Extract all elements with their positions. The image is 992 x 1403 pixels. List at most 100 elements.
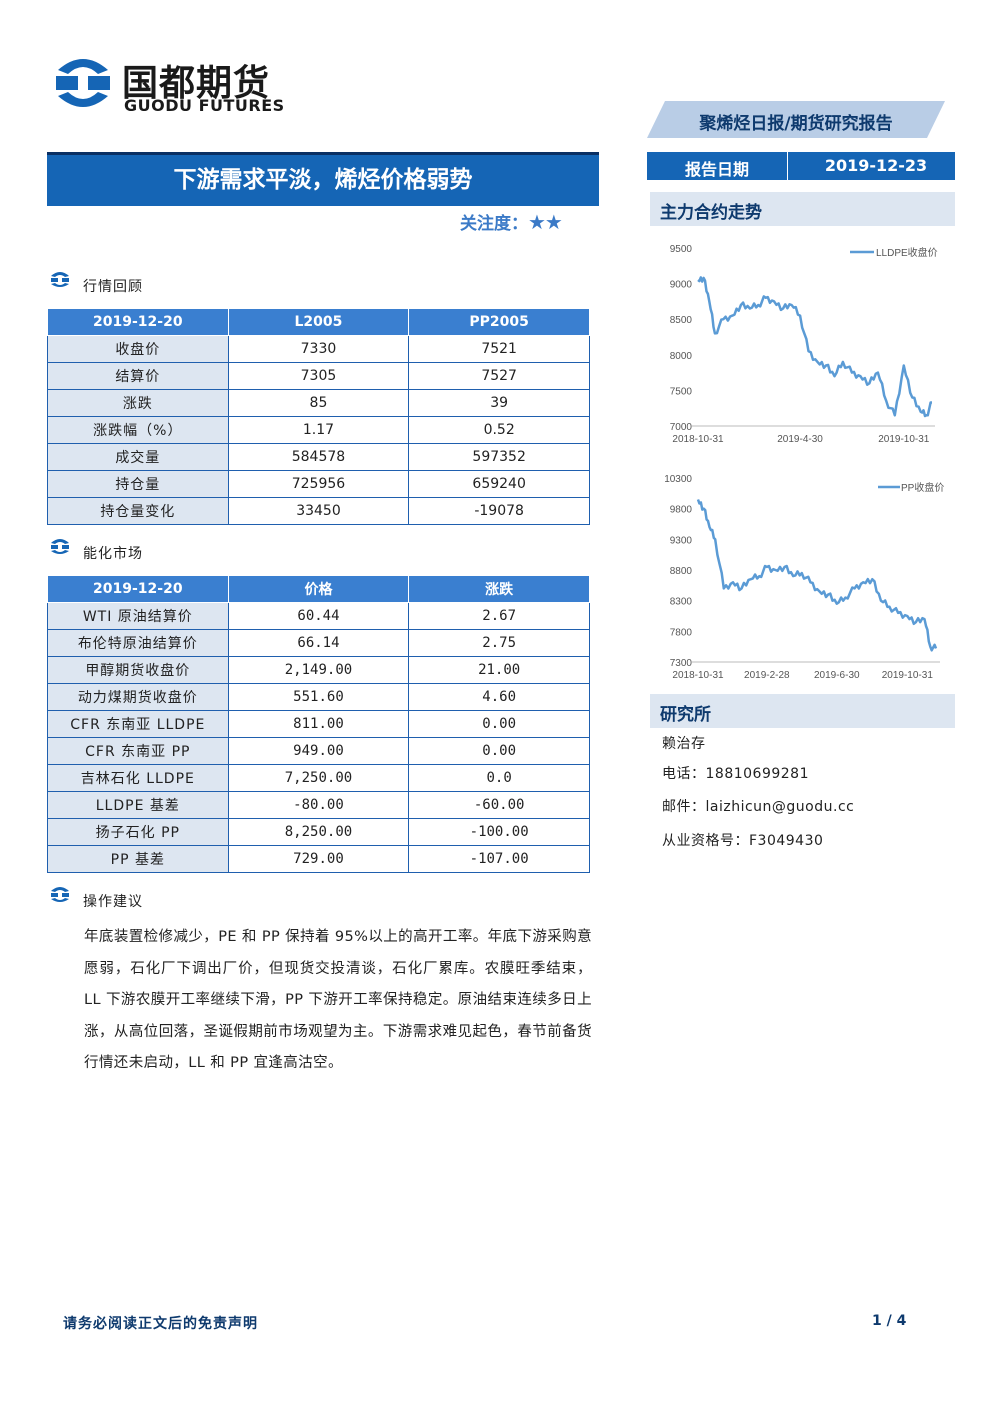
cell-value: 7527	[408, 362, 590, 390]
table-row: WTI 原油结算价 60.44 2.67	[47, 602, 590, 630]
cell-value: 60.44	[227, 602, 410, 630]
row-label: 扬子石化 PP	[47, 818, 229, 846]
lldpe-price-chart: 7000 7500 8000 8500 9000 9500 2018-10-31 2019-…	[670, 244, 938, 445]
table-row: 扬子石化 PP 8,250.00 -100.00	[47, 818, 590, 846]
legend-label: PP收盘价	[901, 481, 944, 494]
table-row: 持仓量 725956 659240	[47, 470, 590, 498]
cell-value: 21.00	[408, 656, 590, 684]
cell-value: 949.00	[227, 737, 410, 765]
logo-english-name: GUODU FUTURES	[124, 96, 285, 115]
cell-value: 0.00	[408, 737, 590, 765]
chart-section-title: 主力合约走势	[660, 203, 762, 223]
cell-value: 7,250.00	[227, 764, 410, 792]
disclaimer-notice[interactable]: 请务必阅读正文后的免责声明	[63, 1316, 258, 1332]
report-type-banner: 聚烯烃日报/期货研究报告	[647, 101, 945, 138]
table-row: 布伦特原油结算价 66.14 2.75	[47, 629, 590, 657]
logo-chinese-name: 国都期货	[122, 63, 271, 104]
cell-value: 725956	[227, 470, 410, 498]
report-date-value: 2019-12-23	[824, 156, 928, 175]
column-header: 2019-12-20	[47, 308, 229, 336]
page-number: 1 / 4	[872, 1313, 907, 1329]
report-date-bar: 报告日期 2019-12-23	[647, 152, 955, 180]
column-header: 涨跌	[408, 575, 590, 603]
y-tick-label: 7500	[670, 386, 693, 397]
energy-market-table: 2019-12-20 价格 涨跌 WTI 原油结算价 60.44 2.67 布伦特原…	[47, 575, 590, 873]
report-title-bar: 下游需求平淡，烯烃价格弱势	[47, 152, 599, 206]
y-tick-label: 8000	[670, 351, 693, 362]
cell-value: 597352	[408, 443, 590, 471]
row-label: WTI 原油结算价	[47, 602, 229, 630]
report-type-label: 聚烯烃日报/期货研究报告	[699, 114, 893, 134]
table-header-row: 2019-12-20 价格 涨跌	[47, 575, 590, 603]
row-label: 持仓量	[47, 470, 229, 498]
cell-value: 659240	[408, 470, 590, 498]
cell-value: 8,250.00	[227, 818, 410, 846]
y-tick-label: 9800	[670, 505, 693, 516]
x-tick-label: 2019-6-30	[814, 670, 860, 681]
chart-section-header: 主力合约走势	[650, 192, 955, 226]
row-label: 涨跌幅（%）	[47, 416, 229, 444]
row-label: 布伦特原油结算价	[47, 629, 229, 657]
table-row: CFR 东南亚 LLDPE 811.00 0.00	[47, 710, 590, 738]
row-label: PP 基差	[47, 845, 229, 873]
y-tick-label: 9000	[670, 280, 693, 291]
date-separator	[787, 152, 788, 180]
cell-value: 66.14	[227, 629, 410, 657]
cell-value: 0.00	[408, 710, 590, 738]
legend-label: LLDPE收盘价	[876, 246, 938, 259]
column-header: L2005	[227, 308, 410, 336]
x-tick-label: 2019-10-31	[878, 434, 930, 445]
cell-value: 551.60	[227, 683, 410, 711]
company-logo: 国都期货 GUODU FUTURES	[50, 50, 290, 120]
pp-price-chart: 7300 7800 8300 8800 9300 9800 10300 2018-10-31…	[664, 474, 944, 681]
section-title-market-review: 行情回顾	[83, 279, 143, 295]
y-tick-label: 9300	[670, 535, 693, 546]
row-label: CFR 东南亚 LLDPE	[47, 710, 229, 738]
report-date-label: 报告日期	[684, 160, 749, 179]
section-title-operation: 操作建议	[83, 894, 143, 910]
row-label: 甲醇期货收盘价	[47, 656, 229, 684]
table-row: 收盘价 7330 7521	[47, 335, 590, 363]
x-tick-label: 2019-10-31	[882, 670, 934, 681]
research-section-title: 研究所	[660, 705, 711, 725]
row-label: 涨跌	[47, 389, 229, 417]
column-header: 2019-12-20	[47, 575, 229, 603]
x-tick-label: 2019-4-30	[777, 434, 823, 445]
cell-value: 2.75	[408, 629, 590, 657]
cell-value: 7305	[227, 362, 410, 390]
table-header-row: 2019-12-20 L2005 PP2005	[47, 308, 590, 336]
analyst-phone: 电话：18810699281	[662, 766, 809, 782]
logo-mark-icon	[56, 59, 110, 107]
row-label: 成交量	[47, 443, 229, 471]
y-tick-label: 8800	[670, 566, 693, 577]
row-label: 动力煤期货收盘价	[47, 683, 229, 711]
row-label: 收盘价	[47, 335, 229, 363]
cell-value: 1.17	[227, 416, 410, 444]
y-tick-label: 10300	[664, 474, 692, 485]
operation-advice-text: 年底装置检修减少，PE 和 PP 保持着 95%以上的高开工率。年底下游采购意愿…	[84, 929, 592, 1071]
cell-value: 811.00	[227, 710, 410, 738]
table-row: LLDPE 基差 -80.00 -60.00	[47, 791, 590, 819]
analyst-email[interactable]: 邮件：laizhicun@guodu.cc	[662, 799, 855, 815]
cell-value: 85	[227, 389, 410, 417]
y-tick-label: 7000	[670, 422, 693, 433]
attention-stars: ★★	[528, 210, 563, 234]
y-tick-label: 7800	[670, 627, 693, 638]
section-title-energy-market: 能化市场	[83, 546, 143, 562]
x-tick-label: 2018-10-31	[672, 434, 724, 445]
report-title: 下游需求平淡，烯烃价格弱势	[173, 167, 473, 193]
section-bullet-icon	[51, 272, 69, 287]
cell-value: 2,149.00	[227, 656, 410, 684]
table-row: 持仓量变化 33450 -19078	[47, 497, 590, 525]
row-label: 结算价	[47, 362, 229, 390]
cell-value: 2.67	[408, 602, 590, 630]
cell-value: 0.0	[408, 764, 590, 792]
y-tick-label: 8300	[670, 597, 693, 608]
futures-quote-table: 2019-12-20 L2005 PP2005 收盘价 7330 7521 结算价 7…	[47, 308, 590, 525]
cell-value: -107.00	[408, 845, 590, 873]
table-row: 甲醇期货收盘价 2,149.00 21.00	[47, 656, 590, 684]
table-row: PP 基差 729.00 -107.00	[47, 845, 590, 873]
cell-value: -100.00	[408, 818, 590, 846]
table-row: 涨跌幅（%） 1.17 0.52	[47, 416, 590, 444]
x-tick-label: 2018-10-31	[672, 670, 724, 681]
